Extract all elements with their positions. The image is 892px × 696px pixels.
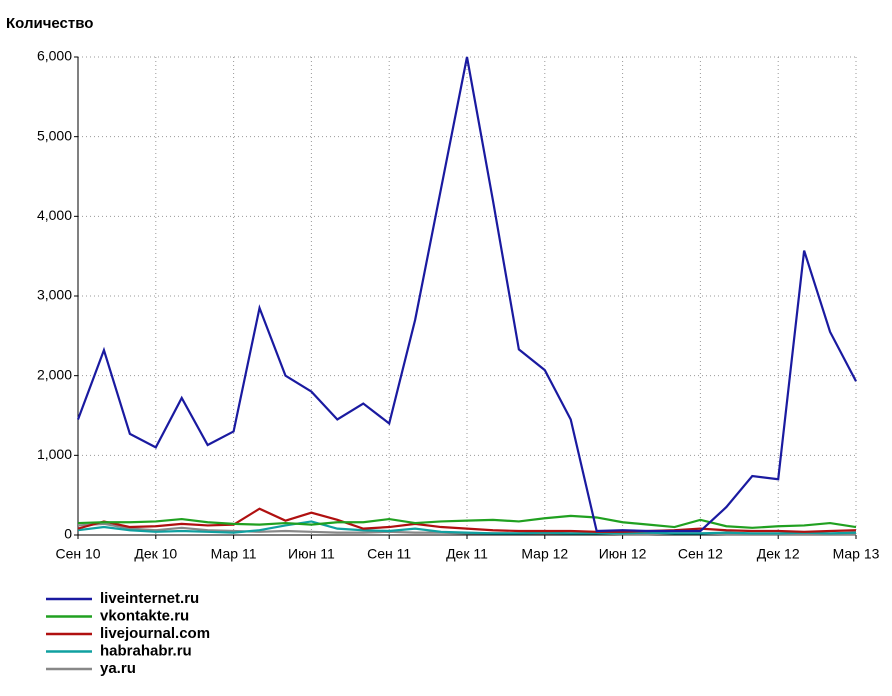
- y-tick-label: 4,000: [37, 207, 72, 223]
- legend-label: vkontakte.ru: [100, 607, 189, 624]
- x-tick-label: Мар 13: [833, 546, 880, 562]
- x-tick-label: Июн 12: [599, 546, 647, 562]
- y-tick-label: 1,000: [37, 446, 72, 462]
- series-line: [77, 507, 857, 533]
- x-tick-label: Сен 12: [678, 546, 723, 562]
- legend-label: livejournal.com: [100, 625, 210, 642]
- y-tick-label: 6,000: [37, 48, 72, 64]
- x-tick-label: Июн 11: [288, 546, 335, 562]
- legend-label: liveinternet.ru: [100, 590, 199, 607]
- x-tick-label: Сен 11: [367, 546, 411, 562]
- series-line: [76, 56, 857, 533]
- x-tick-label: Мар 11: [211, 546, 257, 562]
- x-tick-label: Мар 12: [521, 546, 568, 562]
- series-line: [77, 514, 857, 529]
- chart-title: Количество: [6, 15, 93, 32]
- x-tick-label: Сен 10: [55, 546, 100, 562]
- y-tick-label: 2,000: [37, 366, 72, 382]
- y-tick-label: 5,000: [37, 127, 72, 143]
- legend-label: ya.ru: [100, 660, 136, 677]
- x-tick-label: Дек 11: [446, 546, 488, 562]
- y-tick-label: 3,000: [37, 287, 72, 303]
- legend-label: habrahabr.ru: [100, 642, 192, 659]
- y-tick-label: 0: [64, 526, 72, 542]
- series-line: [77, 520, 857, 535]
- x-tick-label: Дек 10: [134, 546, 177, 562]
- x-tick-label: Дек 12: [757, 546, 800, 562]
